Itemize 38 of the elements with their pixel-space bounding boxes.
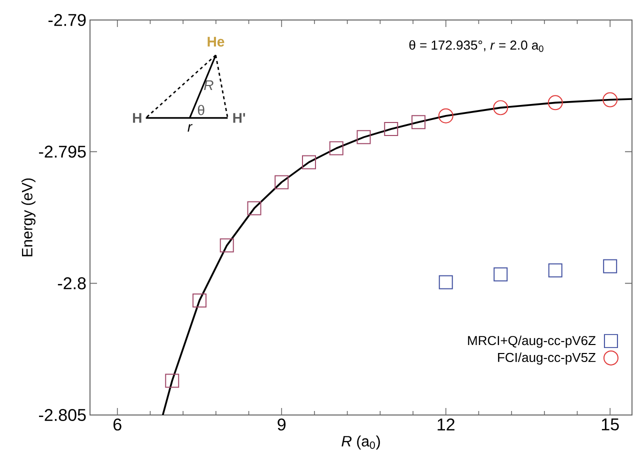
x-tick-label: 12 bbox=[438, 418, 454, 430]
annotation: r bbox=[188, 124, 193, 132]
point bbox=[247, 201, 262, 216]
point bbox=[384, 122, 398, 136]
annotation: H bbox=[133, 113, 142, 123]
legend-label: FCI/aug-cc-pV5Z bbox=[498, 352, 596, 365]
annotation: He bbox=[208, 36, 224, 47]
annotation: θ = 172.935°, r = 2.0 a$_{0}$ bbox=[409, 40, 544, 52]
annotation: R bbox=[204, 80, 214, 90]
point bbox=[438, 108, 454, 124]
point bbox=[493, 100, 508, 116]
y-tick-label: -2.8 bbox=[58, 277, 86, 290]
point bbox=[548, 263, 562, 278]
point bbox=[356, 130, 371, 144]
point bbox=[603, 259, 618, 274]
y-tick-label: -2.805 bbox=[39, 408, 86, 422]
point bbox=[602, 92, 618, 108]
annotation: H' bbox=[233, 113, 246, 123]
annotation: θ bbox=[198, 104, 204, 116]
x-tick-label: 9 bbox=[278, 418, 286, 431]
x-axis-title: R (a$_{0}$) bbox=[342, 436, 380, 450]
x-tick-label: 15 bbox=[602, 418, 619, 430]
y-axis-title: Energy (eV) bbox=[21, 178, 36, 256]
point bbox=[494, 267, 508, 282]
point bbox=[302, 155, 316, 170]
x-tick-label: 6 bbox=[114, 418, 122, 431]
point bbox=[165, 374, 180, 388]
point bbox=[274, 175, 289, 190]
point bbox=[220, 238, 234, 252]
line-series bbox=[162, 98, 632, 415]
y-tick-label: -2.79 bbox=[48, 14, 86, 26]
point bbox=[411, 115, 426, 130]
point bbox=[438, 275, 453, 290]
point bbox=[548, 95, 563, 110]
legend-label: MRCI+Q/aug-cc-pV6Z bbox=[468, 336, 596, 348]
point bbox=[329, 141, 344, 156]
point bbox=[192, 293, 206, 308]
y-tick-label: -2.795 bbox=[39, 146, 86, 158]
